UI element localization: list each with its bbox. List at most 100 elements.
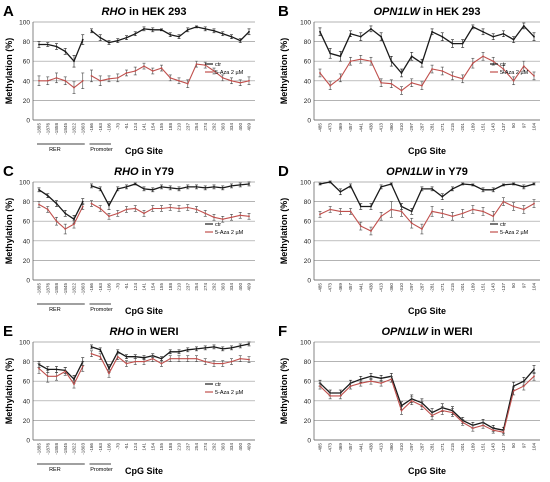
x-tick-label: -457	[348, 443, 353, 453]
data-point	[441, 70, 444, 72]
data-point	[160, 28, 163, 31]
data-point	[410, 81, 413, 84]
promoter-label: Promoter	[90, 467, 113, 473]
panel-title-gene: RHO	[114, 166, 139, 178]
x-tick-label: 97	[521, 283, 526, 289]
x-tick-label: 409	[247, 443, 252, 451]
data-point	[186, 348, 189, 351]
data-point	[99, 36, 102, 39]
x-tick-label: -457	[348, 123, 353, 133]
data-point	[359, 58, 362, 61]
x-tick-label: -287	[419, 123, 424, 133]
data-point	[512, 38, 515, 41]
x-tick-label: -310	[399, 443, 404, 453]
data-point	[339, 190, 342, 193]
x-tick-label: 154	[150, 443, 155, 451]
x-tick-label: -1885	[37, 283, 42, 295]
data-point	[390, 82, 393, 85]
x-tick-label: -189	[470, 123, 475, 133]
data-point	[522, 385, 525, 387]
x-tick-label: -413	[379, 443, 384, 453]
data-point	[329, 395, 332, 397]
data-point	[213, 29, 215, 32]
data-point	[230, 216, 233, 219]
panel-title: RHO in HEK 293	[102, 6, 187, 18]
data-point	[221, 347, 224, 350]
data-point	[471, 427, 474, 430]
data-point	[390, 183, 393, 185]
data-point	[230, 346, 233, 349]
data-point	[64, 79, 67, 82]
x-tick-label: 141	[142, 123, 147, 131]
data-point	[160, 67, 163, 69]
x-tick-label: 97	[521, 443, 526, 449]
data-point	[522, 65, 525, 67]
x-tick-label: -215	[450, 443, 455, 453]
data-point	[125, 362, 128, 365]
x-tick-label: 237	[185, 123, 190, 131]
data-point	[204, 212, 207, 215]
legend-label: ctr	[215, 382, 221, 388]
data-point	[461, 421, 464, 424]
x-tick-label: -143	[491, 443, 496, 453]
data-point	[502, 184, 505, 186]
x-tick-label: -297	[409, 123, 414, 133]
x-tick-label: 154	[150, 283, 155, 291]
data-point	[230, 185, 233, 187]
data-point	[160, 207, 163, 210]
x-tick-label: 254	[194, 283, 199, 291]
data-point	[248, 79, 250, 82]
data-point	[248, 358, 250, 361]
x-tick-label: -215	[450, 283, 455, 293]
data-point	[451, 411, 454, 414]
y-tick-label: 0	[307, 118, 311, 125]
x-tick-label: 50	[511, 123, 516, 129]
x-tick-label: 141	[142, 443, 147, 451]
x-tick-label: 188	[168, 123, 173, 131]
x-tick-label: 188	[168, 443, 173, 451]
data-point	[134, 207, 137, 210]
x-tick-label: -1803	[80, 283, 85, 295]
data-point	[451, 42, 454, 45]
legend-label: ctr	[215, 222, 221, 228]
data-point	[73, 378, 75, 381]
data-point	[451, 187, 454, 190]
data-point	[186, 186, 189, 188]
data-point	[108, 204, 110, 207]
data-point	[359, 378, 362, 381]
legend-label: 5-Aza 2 µM	[215, 230, 244, 236]
x-tick-label: -137	[501, 123, 506, 133]
data-point	[125, 208, 128, 211]
data-point	[99, 79, 102, 82]
data-point	[90, 75, 93, 77]
x-tick-label: 254	[194, 443, 199, 451]
data-point	[73, 218, 75, 221]
data-point	[204, 27, 207, 30]
panel-title-gene: OPN1LW	[381, 326, 429, 338]
data-point	[390, 60, 393, 63]
data-point	[81, 38, 84, 41]
series-aza	[318, 197, 536, 236]
data-point	[178, 207, 180, 210]
data-point	[512, 390, 515, 392]
data-point	[46, 79, 49, 82]
x-tick-label: 155	[159, 443, 164, 451]
data-point	[339, 395, 342, 397]
data-point	[370, 230, 372, 232]
x-tick-label: -1845	[63, 283, 68, 295]
x-tick-label: 104	[532, 443, 537, 451]
data-point	[319, 30, 321, 33]
y-axis-label: Methylation (%)	[4, 198, 14, 265]
series-ctr	[37, 181, 251, 224]
series-line	[38, 361, 84, 381]
x-tick-label: -151	[481, 283, 486, 293]
panel-title-rest: in WERI	[428, 326, 473, 338]
y-tick-label: 40	[304, 78, 312, 85]
data-point	[46, 368, 49, 371]
data-point	[178, 350, 180, 353]
x-tick-label: 303	[220, 443, 225, 451]
data-point	[116, 350, 119, 353]
x-tick-label: -106	[107, 443, 112, 453]
data-point	[64, 228, 67, 230]
x-tick-label: -201	[460, 123, 465, 133]
